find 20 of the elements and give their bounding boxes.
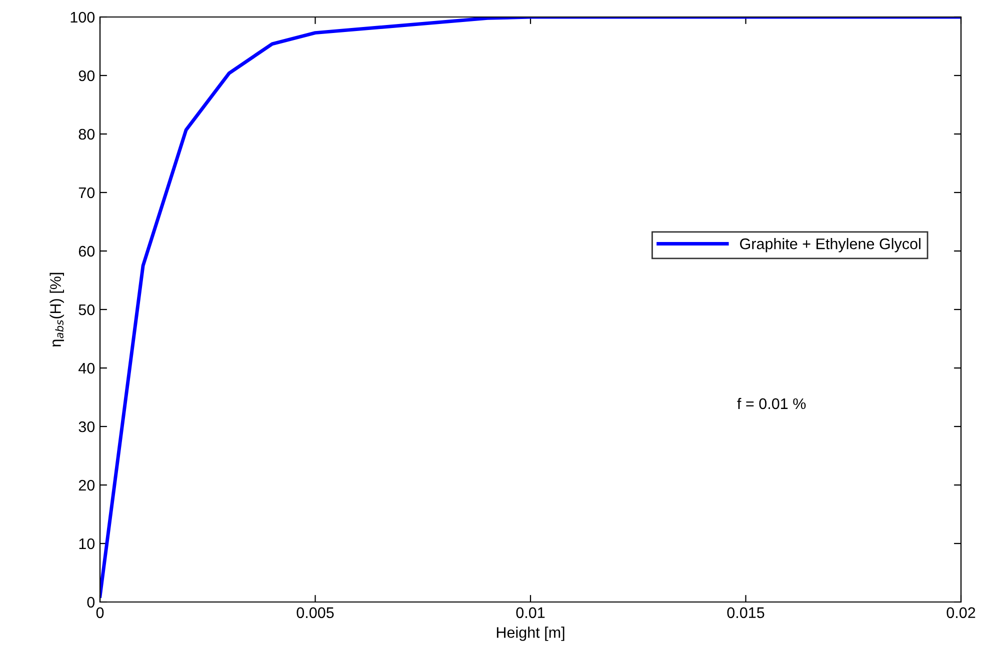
y-tick-label: 90 bbox=[78, 70, 95, 82]
y-tick-label: 50 bbox=[78, 304, 95, 316]
y-tick-label: 20 bbox=[78, 480, 95, 491]
x-tick-label: 0 bbox=[96, 607, 104, 618]
legend-label: Graphite + Ethylene Glycol bbox=[740, 238, 920, 252]
y-tick-label: 30 bbox=[78, 421, 95, 432]
x-axis-title: Height [m] bbox=[496, 626, 564, 641]
x-tick-label: 0.02 bbox=[946, 607, 976, 618]
x-tick-label: 0.015 bbox=[727, 607, 764, 618]
y-tick-label: 40 bbox=[78, 362, 95, 374]
y-axis-title: η$_{abs}$(H) [%] bbox=[50, 272, 64, 347]
x-tick-label: 0.005 bbox=[296, 607, 334, 618]
y-tick-label: 100 bbox=[70, 12, 95, 23]
y-tick-label: 60 bbox=[78, 246, 95, 257]
x-tick-label: 0.01 bbox=[516, 607, 545, 618]
y-tick-label: 70 bbox=[78, 187, 95, 198]
annotation: f = 0.01 % bbox=[737, 398, 806, 410]
y-tick-label: 10 bbox=[79, 538, 95, 550]
y-tick-label: 0 bbox=[87, 596, 95, 608]
y-tick-label: 80 bbox=[78, 128, 95, 140]
